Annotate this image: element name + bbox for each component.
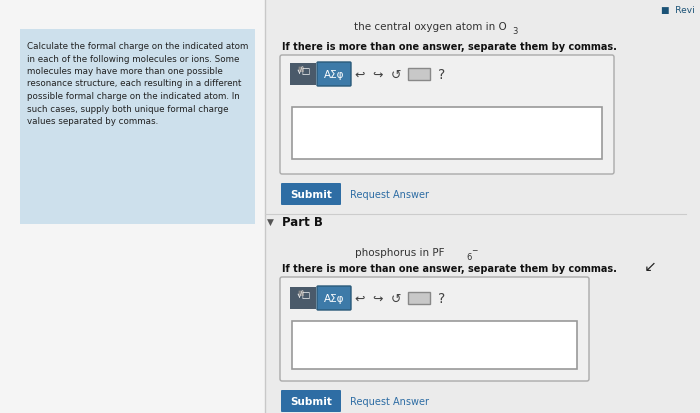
Text: 6: 6 [466,252,471,261]
Text: Submit: Submit [290,396,332,406]
Text: phosphorus in PF: phosphorus in PF [355,247,444,257]
FancyBboxPatch shape [408,69,430,81]
FancyBboxPatch shape [292,108,602,159]
Text: Calculate the formal charge on the indicated atom
in each of the following molec: Calculate the formal charge on the indic… [27,42,248,126]
Text: 3: 3 [512,27,517,36]
FancyBboxPatch shape [281,183,341,206]
Text: ▼: ▼ [267,217,274,226]
Text: √□: √□ [297,290,311,299]
Text: ↪: ↪ [372,292,384,305]
FancyBboxPatch shape [280,277,589,381]
Text: √□: √□ [297,67,311,76]
FancyBboxPatch shape [0,0,265,413]
Text: Submit: Submit [290,190,332,199]
FancyBboxPatch shape [20,30,255,224]
Text: ■: ■ [297,66,304,72]
FancyBboxPatch shape [280,56,614,175]
Text: ?: ? [438,68,446,82]
Text: If there is more than one answer, separate them by commas.: If there is more than one answer, separa… [282,42,617,52]
Text: ■: ■ [297,289,304,295]
Text: ↩: ↩ [355,292,365,305]
FancyBboxPatch shape [290,64,316,86]
Text: If there is more than one answer, separate them by commas.: If there is more than one answer, separa… [282,263,617,273]
FancyBboxPatch shape [292,321,577,369]
Text: ↩: ↩ [355,68,365,81]
Text: the central oxygen atom in O: the central oxygen atom in O [354,22,506,32]
Text: Request Answer: Request Answer [350,396,429,406]
FancyBboxPatch shape [317,286,351,310]
Text: AΣφ: AΣφ [323,293,344,303]
Text: ?: ? [438,291,446,305]
Text: ↺: ↺ [391,68,401,81]
FancyBboxPatch shape [317,63,351,87]
Text: −: − [471,245,477,254]
Text: AΣφ: AΣφ [323,70,344,80]
Text: ↪: ↪ [372,68,384,81]
Text: ↗: ↗ [640,257,652,272]
FancyBboxPatch shape [265,0,700,413]
FancyBboxPatch shape [290,287,316,309]
FancyBboxPatch shape [408,292,430,304]
FancyBboxPatch shape [281,390,341,412]
Text: ■  Revi: ■ Revi [662,6,695,15]
Text: ↺: ↺ [391,292,401,305]
Text: Request Answer: Request Answer [350,190,429,199]
Text: Part B: Part B [282,215,323,228]
